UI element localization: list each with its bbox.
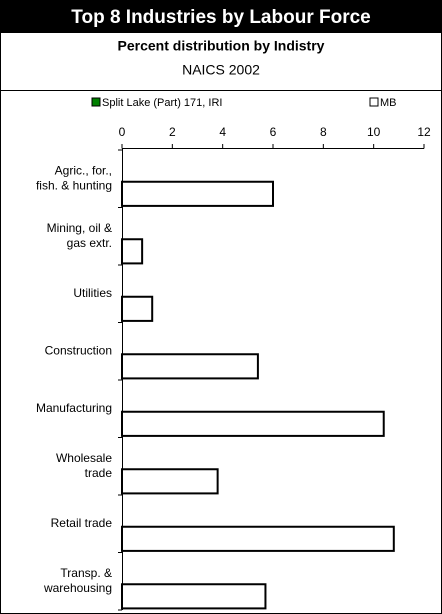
bar [121, 238, 144, 265]
bar [121, 410, 385, 437]
y-tick-label: Utilities [73, 286, 112, 300]
bar [121, 295, 154, 322]
title-bar [0, 0, 442, 33]
y-tick-label: Manufacturing [36, 401, 112, 415]
x-tick-label: 6 [270, 125, 277, 139]
chart-title: Top 8 Industries by Labour Force [71, 7, 370, 28]
y-tick-label: Wholesale trade [56, 451, 112, 480]
x-tick-label: 0 [119, 125, 126, 139]
bar [121, 180, 274, 207]
bar [121, 353, 259, 380]
bar [121, 468, 219, 495]
bar [121, 583, 267, 610]
legend-swatch [91, 97, 101, 107]
x-tick-label: 12 [417, 125, 431, 139]
y-tick-label: Transp. & warehousing [43, 566, 112, 595]
y-tick-label: Retail trade [51, 516, 113, 530]
legend-label: MB [380, 97, 397, 109]
legend-label: Split Lake (Part) 171, IRI [102, 97, 222, 109]
legend-swatch [369, 97, 379, 107]
bar [121, 525, 395, 552]
chart-subtitle: Percent distribution by Indistry [118, 38, 325, 54]
chart-subtitle: NAICS 2002 [182, 62, 260, 78]
x-tick-label: 4 [219, 125, 226, 139]
y-tick-label: Mining, oil & gas extr. [47, 221, 112, 250]
x-tick-label: 2 [169, 125, 176, 139]
x-tick-label: 10 [367, 125, 381, 139]
y-tick-label: Construction [45, 343, 112, 357]
x-tick-label: 8 [320, 125, 327, 139]
y-tick-label: Agric., for., fish. & hunting [36, 163, 112, 192]
